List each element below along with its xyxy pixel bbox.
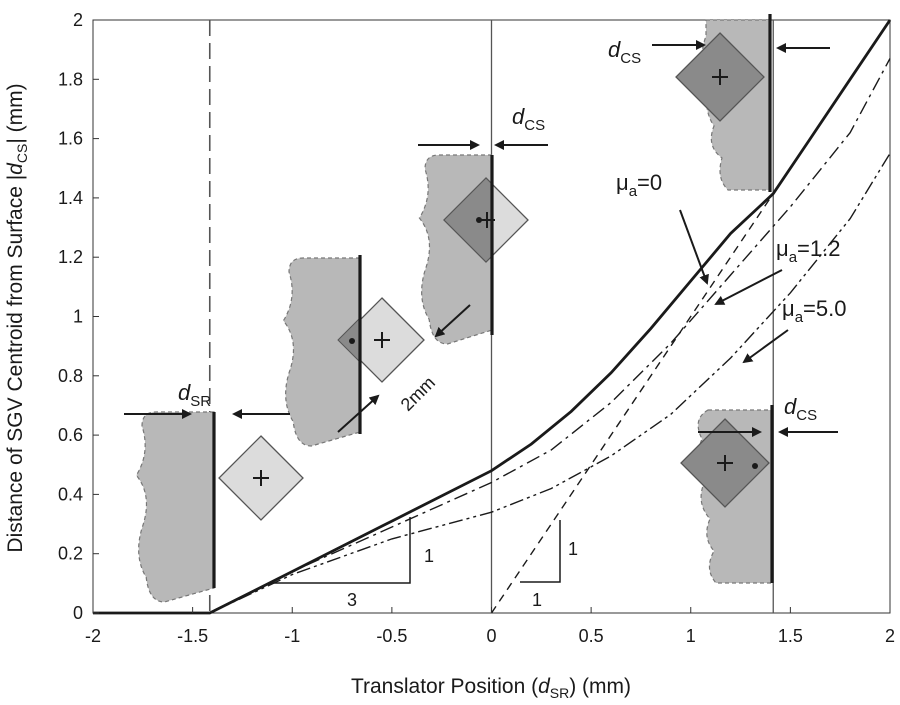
x-tick-label: -1.5 [177, 626, 208, 646]
dcs-label: dCS [512, 104, 545, 134]
leader-arrow [742, 329, 789, 364]
leader-arrow [679, 209, 709, 285]
series-line [209, 58, 891, 614]
x-tick-label: -2 [85, 626, 101, 646]
surface-region [135, 411, 215, 603]
data-series [93, 19, 892, 615]
centroid-dot [476, 217, 482, 223]
centroid-plus-icon [712, 69, 728, 85]
centroid-plus-icon [253, 470, 269, 486]
slope-rise-label: 1 [424, 546, 434, 566]
x-tick-label: 1 [686, 626, 696, 646]
slope-triangle [520, 520, 561, 583]
y-tick-label: 1.2 [58, 247, 83, 267]
curve-label-mu0: μa=0 [616, 170, 662, 200]
centroid-plus-icon [374, 332, 390, 348]
dimension-arrow [337, 394, 380, 433]
slope-triangle [270, 517, 411, 584]
y-axis-title: Distance of SGV Centroid from Surface |d… [4, 83, 30, 552]
dsr-label: dSR [178, 380, 211, 410]
y-tick-label: 0.6 [58, 425, 83, 445]
leader-arrow [714, 269, 783, 305]
dcs-label: dCS [784, 394, 817, 424]
y-tick-label: 1.6 [58, 129, 83, 149]
surface-region [282, 257, 361, 447]
slope-run-label: 3 [347, 590, 357, 610]
dimension-arrow [434, 304, 471, 338]
x-tick-label: 1.5 [778, 626, 803, 646]
x-tick-label: 0 [486, 626, 496, 646]
centroid-dot [752, 463, 758, 469]
series-line [209, 153, 891, 614]
y-tick-label: 1 [73, 307, 83, 327]
x-tick-label: -0.5 [376, 626, 407, 646]
y-tick-label: 0.2 [58, 544, 83, 564]
x-tick-label: -1 [284, 626, 300, 646]
dcs-label: dCS [608, 37, 641, 67]
slope-run-label: 1 [532, 590, 542, 610]
curve-label-mu1-2: μa=1.2 [776, 236, 840, 266]
axes: -2 -1.5 -1 -0.5 0 0.5 1 1.5 2 0 0.2 0.4 0.6 0.8 1 1.2 1.… [58, 10, 895, 646]
y-tick-label: 1.8 [58, 69, 83, 89]
y-tick-label: 1.4 [58, 188, 83, 208]
centroid-plus-icon [717, 455, 733, 471]
y-tick-label: 0 [73, 603, 83, 623]
series-line [93, 19, 892, 615]
y-tick-label: 2 [73, 10, 83, 30]
schematic-insets [135, 14, 774, 603]
curve-label-mu5-0: μa=5.0 [782, 296, 846, 326]
y-tick-label: 0.4 [58, 484, 83, 504]
slope-rise-label: 1 [568, 539, 578, 559]
x-tick-label: 2 [885, 626, 895, 646]
x-axis-title: Translator Position (dSR) (mm) [351, 675, 631, 701]
series-line [490, 193, 774, 614]
y-tick-label: 0.8 [58, 366, 83, 386]
centroid-dot [349, 338, 355, 344]
x-tick-label: 0.5 [579, 626, 604, 646]
